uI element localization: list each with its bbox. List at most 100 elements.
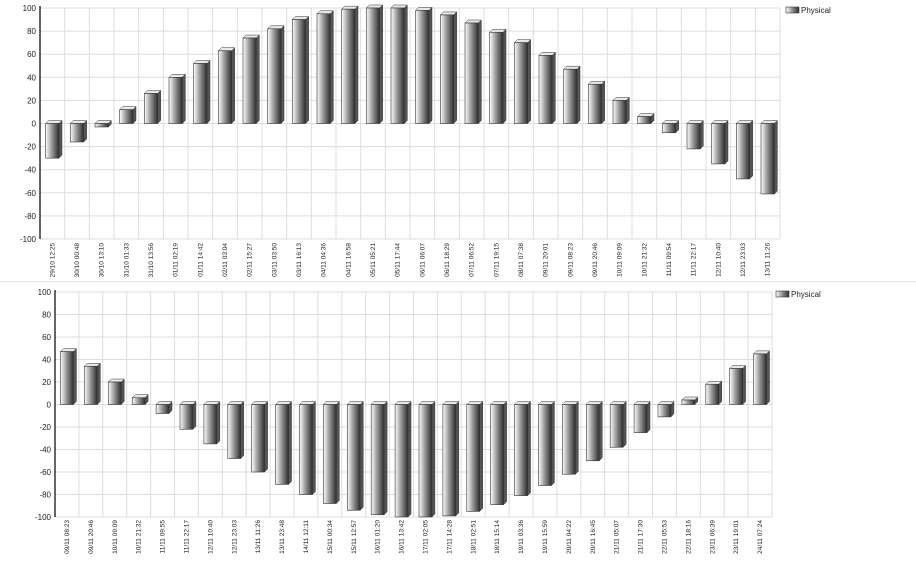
bar xyxy=(609,400,627,448)
bar xyxy=(251,400,269,473)
x-tick-label: 10/11 21:32 xyxy=(641,243,648,277)
legend-label: Physical xyxy=(801,6,831,15)
bar xyxy=(94,119,112,128)
x-tick-label: 11/11 09:55 xyxy=(160,520,167,554)
y-tick-label: 40 xyxy=(27,73,36,82)
bar xyxy=(464,19,482,125)
x-tick-label: 04/11 16:58 xyxy=(345,243,352,277)
x-tick-label: 12/11 23:03 xyxy=(740,243,747,277)
bar xyxy=(267,25,285,125)
bar xyxy=(179,400,197,430)
x-tick-label: 30/10 00:48 xyxy=(74,243,81,278)
x-tick-label: 09/11 20:01 xyxy=(543,243,550,277)
x-tick-label: 17/11 02:05 xyxy=(422,520,429,554)
bar xyxy=(69,119,88,143)
y-tick-label: 60 xyxy=(27,50,36,59)
y-tick-label: 80 xyxy=(27,27,36,36)
panel-divider xyxy=(0,281,916,282)
bar xyxy=(217,47,236,125)
bar xyxy=(513,400,532,497)
x-tick-label: 01/11 14:42 xyxy=(197,243,204,277)
x-tick-label: 11/11 09:54 xyxy=(666,243,673,277)
x-tick-label: 13/11 11:26 xyxy=(255,520,262,554)
bar xyxy=(131,394,149,406)
y-tick-label: -60 xyxy=(24,189,36,198)
bar xyxy=(735,119,754,180)
x-tick-label: 10/11 09:09 xyxy=(617,243,624,277)
x-tick-label: 22/11 18:16 xyxy=(685,520,692,554)
bar xyxy=(83,362,101,406)
legend-label: Physical xyxy=(791,290,821,299)
bar xyxy=(538,51,556,125)
y-tick-label: 60 xyxy=(42,333,51,342)
x-tick-label: 03/11 03:50 xyxy=(271,243,278,277)
y-tick-label: -20 xyxy=(39,423,51,432)
bar xyxy=(513,39,532,125)
y-tick-label: -100 xyxy=(35,513,52,522)
x-tick-label: 12/11 10:40 xyxy=(207,520,214,554)
legend: Physical xyxy=(785,6,831,15)
bar xyxy=(298,400,317,496)
bar xyxy=(681,396,699,406)
bar-chart-bottom: 100 80 60 40 20 0 -20 -40 -60 -80 -100 09/11 08:23 0… xyxy=(35,288,821,554)
bar xyxy=(341,5,359,125)
bar xyxy=(442,400,460,517)
chart-panel-bottom: 100 80 60 40 20 0 -20 -40 -60 -80 -100 09/11 08:23 0… xyxy=(0,284,916,560)
bar xyxy=(633,400,651,434)
bar xyxy=(637,112,655,125)
bar xyxy=(59,348,78,406)
x-tick-label: 21/11 05:07 xyxy=(614,520,621,554)
x-tick-label: 18/11 02:51 xyxy=(470,520,477,554)
x-tick-label: 05/11 17:44 xyxy=(395,243,402,277)
x-tick-label: 05/11 05:21 xyxy=(370,243,377,277)
x-tick-label: 15/11 12:57 xyxy=(351,520,358,554)
bar xyxy=(203,400,221,445)
bar xyxy=(563,65,581,125)
x-tick-label: 13/11 11:26 xyxy=(765,243,772,277)
x-tick-label: 04/11 04:36 xyxy=(321,243,328,277)
bar xyxy=(322,400,340,505)
bar xyxy=(587,80,606,125)
bar xyxy=(537,400,556,487)
x-tick-label: 06/11 06:07 xyxy=(419,243,426,277)
x-tick-label: 08/11 07:38 xyxy=(518,243,525,277)
bar xyxy=(227,400,245,460)
y-tick-label: -80 xyxy=(24,212,36,221)
bar xyxy=(193,59,211,125)
x-tick-label: 12/11 10:40 xyxy=(715,243,722,277)
bar xyxy=(107,378,125,406)
x-tick-label: 24/11 07:24 xyxy=(757,520,764,554)
y-tick-label: 80 xyxy=(42,311,51,320)
bar xyxy=(370,400,388,516)
x-tick-label: 20/11 16:45 xyxy=(590,520,597,554)
x-tick-label: 21/11 17:30 xyxy=(638,520,645,554)
y-tick-label: 20 xyxy=(27,96,36,105)
x-tick-label: 29/10 12:25 xyxy=(49,243,56,278)
x-tick-label: 09/11 20:46 xyxy=(592,243,599,277)
x-tick-label: 31/10 13:56 xyxy=(148,243,155,278)
x-tick-label: 02/11 15:27 xyxy=(247,243,254,277)
bar xyxy=(439,11,458,125)
bar xyxy=(489,28,507,125)
bar xyxy=(365,4,384,125)
y-tick-label: 20 xyxy=(42,378,51,387)
legend: Physical xyxy=(775,290,821,299)
x-tick-label: 15/11 00:34 xyxy=(327,520,334,554)
x-tick-label: 11/11 22:17 xyxy=(691,243,698,277)
bar xyxy=(346,400,364,511)
x-tick-label: 22/11 05:53 xyxy=(661,520,668,554)
x-tick-label: 01/11 02:19 xyxy=(173,243,180,277)
x-tick-label: 18/11 15:14 xyxy=(494,520,501,554)
y-tick-label: 100 xyxy=(38,288,52,297)
x-tick-label: 20/11 04:22 xyxy=(566,520,573,554)
x-tick-label: 16/11 01:20 xyxy=(375,520,382,554)
bar xyxy=(390,4,408,125)
x-tick-label: 06/11 18:29 xyxy=(444,243,451,277)
chart-panel-top: 100 80 60 40 20 0 -20 -40 -60 -80 -100 29/10 12:25 3… xyxy=(0,0,916,280)
bar xyxy=(45,119,63,159)
bar xyxy=(316,10,334,125)
x-tick-label: 31/10 01:33 xyxy=(123,243,130,278)
legend-swatch xyxy=(775,290,790,298)
bar xyxy=(242,34,260,125)
bar xyxy=(661,119,680,134)
